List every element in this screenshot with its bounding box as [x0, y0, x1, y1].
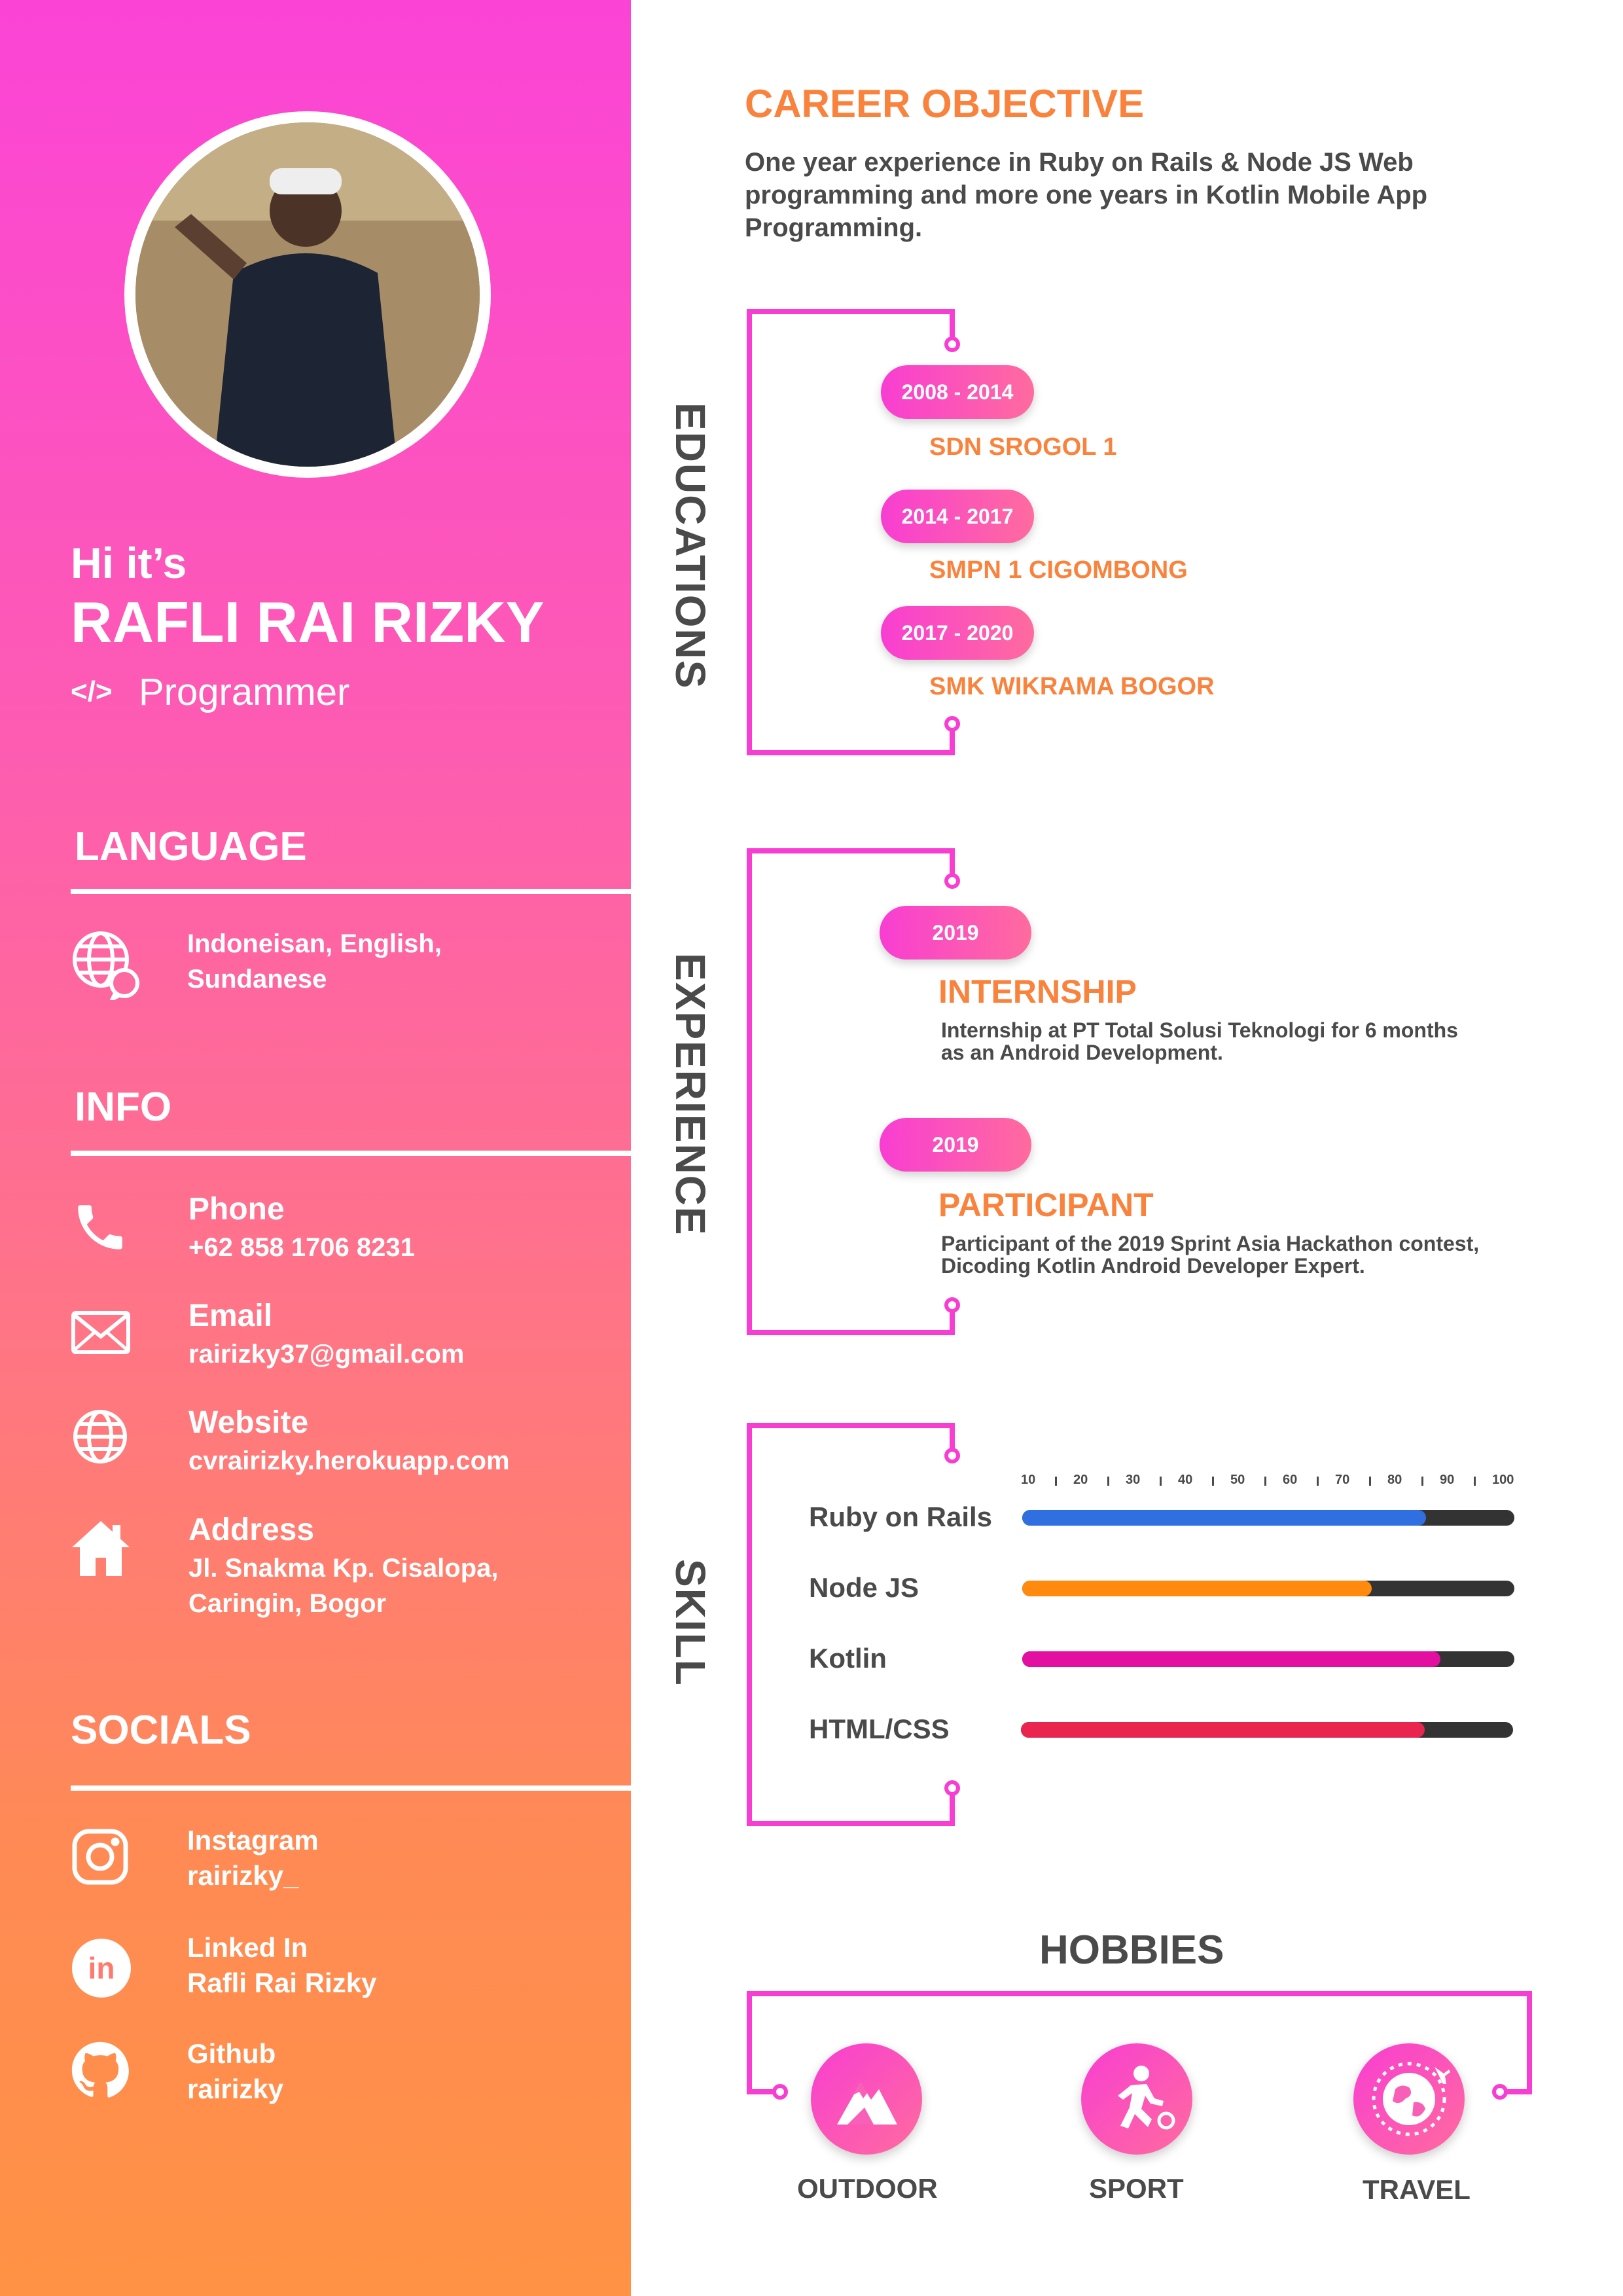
globe-icon — [71, 1407, 136, 1473]
experience-desc-line1: Internship at PT Total Solusi Teknologi … — [941, 1018, 1458, 1042]
skill-scale-tick-label: 80 — [1387, 1473, 1402, 1487]
skill-scale-tick-label: 60 — [1283, 1473, 1298, 1487]
experience-title: INTERNSHIP — [938, 973, 1137, 1010]
linkedin-label: Linked In — [187, 1932, 308, 1963]
github-label: Github — [187, 2038, 276, 2069]
experience-title: PARTICIPANT — [938, 1187, 1154, 1223]
career-line3: Programming. — [745, 213, 923, 242]
skill-heading: SKILL — [667, 1559, 714, 1687]
skill-name: HTML/CSS — [809, 1713, 950, 1744]
skill-scale: 10 20 30 40 50 60 70 80 90 100 — [1008, 1473, 1518, 1492]
profile-name: RAFLI RAI RIZKY — [71, 590, 544, 655]
home-icon — [71, 1518, 136, 1584]
mountain-icon — [811, 2043, 922, 2155]
skill-bar-track — [1021, 1722, 1513, 1738]
sidebar: Hi it’s RAFLI RAI RIZKY </> Programmer L… — [0, 0, 631, 2296]
socials-heading: SOCIALS — [71, 1708, 251, 1753]
address-label: Address — [188, 1513, 315, 1547]
experience-desc-line1: Participant of the 2019 Sprint Asia Hack… — [941, 1232, 1480, 1255]
skill-scale-tick-label: 50 — [1230, 1473, 1245, 1487]
language-text-line1: Indoneisan, English, — [187, 929, 442, 958]
instagram-handle[interactable]: rairizky_ — [187, 1860, 299, 1891]
address-value-line1: Jl. Snakma Kp. Cisalopa, — [188, 1554, 499, 1583]
mail-icon — [71, 1306, 136, 1372]
experience-heading: EXPERIENCE — [667, 953, 714, 1236]
github-icon[interactable] — [71, 2041, 136, 2106]
skill-bar-track — [1022, 1581, 1514, 1596]
skill-bar-fill — [1021, 1722, 1425, 1738]
svg-text:in: in — [88, 1951, 115, 1985]
linkedin-name[interactable]: Rafli Rai Rizky — [187, 1967, 377, 1998]
language-text-line2: Sundanese — [187, 965, 327, 994]
email-label: Email — [188, 1299, 273, 1333]
phone-value: +62 858 1706 8231 — [188, 1233, 415, 1262]
skill-scale-tick-label: 20 — [1073, 1473, 1088, 1487]
website-label: Website — [188, 1405, 309, 1440]
education-years-badge: 2008 - 2014 — [881, 365, 1034, 419]
instagram-label: Instagram — [187, 1825, 319, 1856]
education-school: SMK WIKRAMA BOGOR — [929, 673, 1215, 700]
code-icon: </> — [71, 675, 113, 708]
skill-scale-tick-mark — [1369, 1477, 1371, 1486]
skill-scale-tick-mark — [1317, 1477, 1319, 1486]
career-line1: One year experience in Ruby on Rails & N… — [745, 148, 1414, 177]
skill-bar-fill — [1022, 1651, 1441, 1667]
educations-heading: EDUCATIONS — [667, 403, 714, 690]
skill-scale-tick-mark — [1055, 1477, 1057, 1486]
experience-year-badge: 2019 — [880, 906, 1031, 960]
career-heading: CAREER OBJECTIVE — [745, 82, 1145, 126]
language-heading: LANGUAGE — [75, 824, 307, 869]
info-divider — [71, 1151, 631, 1156]
skill-bar-fill — [1022, 1581, 1372, 1596]
skill-name: Kotlin — [809, 1643, 887, 1674]
skill-scale-tick-label: 10 — [1021, 1473, 1036, 1487]
github-handle[interactable]: rairizky — [187, 2073, 284, 2104]
skill-scale-tick-mark — [1421, 1477, 1423, 1486]
skill-scale-tick-label: 70 — [1335, 1473, 1350, 1487]
skill-name: Ruby on Rails — [809, 1501, 993, 1532]
skill-scale-tick-mark — [1474, 1477, 1476, 1486]
education-school: SMPN 1 CIGOMBONG — [929, 556, 1188, 584]
greeting: Hi it’s — [71, 539, 187, 587]
hobbies-heading: HOBBIES — [1039, 1928, 1224, 1973]
instagram-icon[interactable] — [71, 1827, 136, 1893]
profile-role: Programmer — [139, 671, 350, 713]
linkedin-icon[interactable]: in — [71, 1937, 136, 2003]
skill-scale-tick-mark — [1264, 1477, 1266, 1486]
education-school: SDN SROGOL 1 — [929, 433, 1117, 461]
education-years-badge: 2014 - 2017 — [881, 490, 1034, 543]
socials-divider — [71, 1785, 631, 1791]
skill-scale-tick-mark — [1107, 1477, 1109, 1486]
language-divider — [71, 889, 631, 894]
skill-bar-fill — [1022, 1510, 1426, 1526]
skill-scale-tick-label: 30 — [1126, 1473, 1141, 1487]
email-value: rairizky37@gmail.com — [188, 1340, 465, 1369]
hobby-label: OUTDOOR — [797, 2173, 938, 2204]
website-value: cvrairizky.herokuapp.com — [188, 1446, 510, 1475]
career-line2: programming and more one years in Kotlin… — [745, 181, 1428, 209]
skill-scale-tick-mark — [1160, 1477, 1162, 1486]
experience-year-badge: 2019 — [880, 1118, 1031, 1172]
running-person-icon — [1081, 2043, 1192, 2155]
skill-scale-tick-mark — [1212, 1477, 1214, 1486]
address-value-line2: Caringin, Bogor — [188, 1589, 387, 1618]
hobby-label: SPORT — [1089, 2173, 1184, 2204]
skill-scale-tick-label: 100 — [1492, 1473, 1514, 1487]
education-years-badge: 2017 - 2020 — [881, 606, 1034, 660]
skill-name: Node JS — [809, 1572, 919, 1603]
skill-scale-tick-label: 40 — [1178, 1473, 1193, 1487]
skill-scale-tick-label: 90 — [1440, 1473, 1455, 1487]
hobby-label: TRAVEL — [1363, 2174, 1471, 2205]
globe-plane-icon — [1353, 2043, 1465, 2155]
profile-photo — [135, 122, 480, 467]
phone-label: Phone — [188, 1192, 285, 1227]
skill-bar-track — [1022, 1651, 1514, 1667]
info-heading: INFO — [75, 1085, 172, 1130]
skill-bar-track — [1022, 1510, 1514, 1526]
phone-icon — [71, 1198, 136, 1263]
globe-chat-icon — [69, 928, 139, 1003]
experience-desc-line2: as an Android Development. — [941, 1041, 1223, 1064]
experience-desc-line2: Dicoding Kotlin Android Developer Expert… — [941, 1254, 1365, 1278]
